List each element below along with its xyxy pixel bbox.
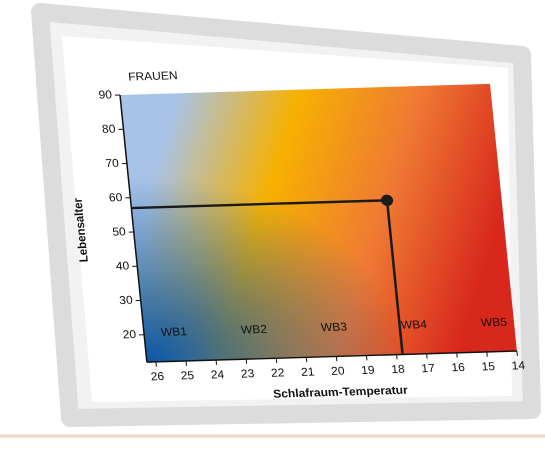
x-tick-label: 19 [361,364,376,377]
y-tick-label: 50 [112,226,127,239]
zone-label: WB3 [320,321,348,334]
guide-horizontal [131,199,388,210]
x-tick-label: 23 [240,367,255,380]
y-tick-label: 20 [122,328,137,341]
y-tick-label: 60 [108,191,123,204]
x-axis [146,350,517,363]
y-axis [119,94,148,363]
x-tick-label: 14 [511,359,526,372]
zone-label: WB2 [240,323,267,336]
data-point [381,194,394,207]
y-tick-label: 30 [119,294,134,307]
chart: FRAUEN Lebensalter Schlafraum-Temperatur… [71,69,526,401]
y-tick-label: 90 [98,89,113,102]
x-tick-label: 17 [421,362,436,375]
x-tick-label: 15 [481,360,496,373]
x-tick-label: 26 [150,370,165,383]
y-axis-title: Lebensalter [71,197,91,262]
zone-label: WB5 [480,316,508,329]
x-tick-label: 25 [180,369,195,382]
x-tick-label: 22 [270,367,285,380]
x-tick-label: 18 [391,363,406,376]
x-tick-label: 16 [451,361,466,374]
x-tick-label: 24 [210,368,225,381]
guide-vertical [385,200,404,355]
x-axis-title: Schlafraum-Temperatur [273,384,409,401]
x-tick-label: 21 [300,366,315,379]
y-tick-label: 40 [115,260,130,273]
zone-label: WB4 [400,318,428,331]
x-tick-label: 20 [331,365,346,378]
zone-label: WB1 [160,326,187,339]
plot-corner-shade [120,83,517,363]
y-tick-label: 80 [101,123,116,136]
chart-title: FRAUEN [128,69,179,83]
y-tick-label: 70 [105,157,120,170]
